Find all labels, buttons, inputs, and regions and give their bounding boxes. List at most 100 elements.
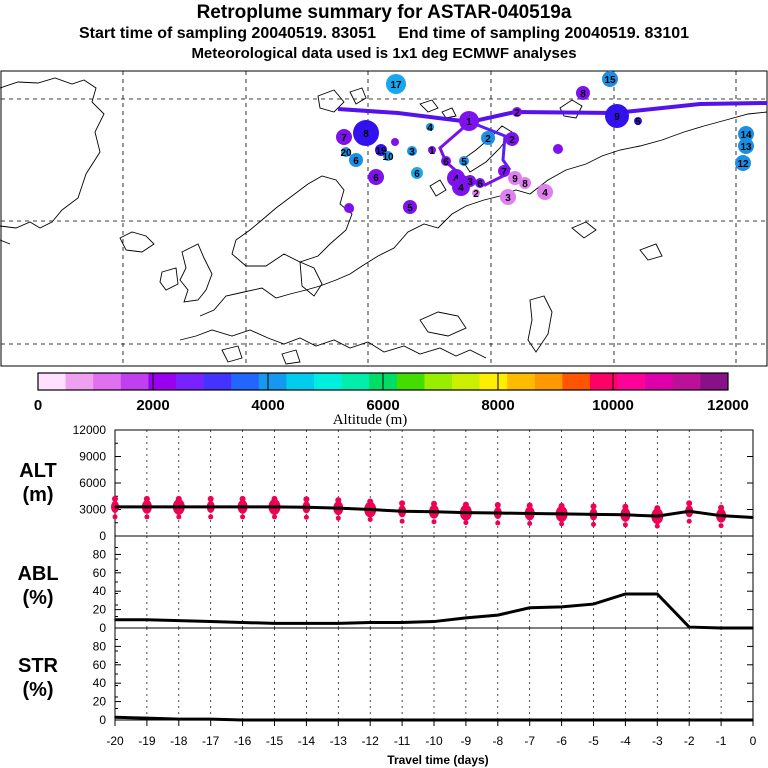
altitude-spread-marker xyxy=(272,514,277,520)
colorbar-tick-label: 8000 xyxy=(481,397,514,414)
altitude-spread-marker xyxy=(335,497,342,504)
altitude-colorbar: 0 2000 4000 6000 8000 10000 12000 Altitude (m) xyxy=(34,372,749,428)
y-tick-label: 6000 xyxy=(79,476,106,490)
colorbar-swatch xyxy=(562,373,591,390)
data-point xyxy=(241,621,244,624)
data-point xyxy=(401,510,403,513)
data-point xyxy=(146,717,148,719)
data-point xyxy=(688,626,690,628)
plume-marker-label: 1 xyxy=(466,117,472,128)
data-point xyxy=(624,593,627,595)
plume-marker-label: 5 xyxy=(461,157,467,168)
altitude-spread-marker xyxy=(335,515,341,521)
y-tick-label: 0 xyxy=(99,713,106,727)
plume-marker-label: 6 xyxy=(443,157,449,168)
plume-marker-label: 8 xyxy=(363,129,369,140)
data-point xyxy=(114,716,116,719)
plume-marker-label: 17 xyxy=(390,80,402,91)
colorbar-swatch xyxy=(672,373,701,390)
y-tick-label: 40 xyxy=(93,584,107,598)
data-point xyxy=(465,617,467,619)
y-tick-label: 3000 xyxy=(79,503,106,517)
plume-marker xyxy=(576,86,590,100)
plume-marker-label: 19 xyxy=(375,146,387,157)
colorbar-swatch xyxy=(645,373,674,390)
plume-marker xyxy=(634,117,642,125)
altitude-spread-marker xyxy=(559,521,565,527)
altitude-spread-marker xyxy=(718,504,725,511)
plume-marker xyxy=(383,151,393,161)
data-point xyxy=(241,506,244,508)
data-point xyxy=(528,606,531,609)
plume-marker xyxy=(349,153,363,167)
altitude-spread-marker xyxy=(495,520,501,526)
altitude-spread-marker xyxy=(431,500,437,507)
x-tick-label: -1 xyxy=(716,734,727,748)
colorbar-swatch xyxy=(507,373,536,390)
data-point xyxy=(305,622,308,625)
met-data-label: Meteorological data used is 1x1 deg ECMW… xyxy=(191,45,577,62)
plume-marker-label: 6 xyxy=(353,156,359,167)
plume-marker-label: 10 xyxy=(382,152,394,163)
plume-marker-label: 6 xyxy=(477,179,483,190)
altitude-spread-marker xyxy=(144,514,150,520)
x-tick-label: -3 xyxy=(652,734,663,748)
panel-abl: 0 20 40 60 80 ABL(%) xyxy=(17,535,754,635)
altitude-spread-marker xyxy=(590,503,597,510)
altitude-spread-marker xyxy=(303,496,310,503)
plume-marker-label: 14 xyxy=(740,130,752,141)
axis-label-abl: ABL xyxy=(17,563,58,585)
x-tick-label: -20 xyxy=(106,734,124,748)
data-point xyxy=(305,506,308,509)
colorbar-swatch xyxy=(341,373,370,390)
plume-marker xyxy=(735,155,751,171)
plume-marker xyxy=(505,132,519,146)
plume-marker xyxy=(475,178,485,188)
altitude-spread-marker xyxy=(240,514,246,520)
altitude-spread-marker xyxy=(175,495,182,502)
plume-marker-label: 20 xyxy=(340,148,352,159)
plume-marker-label: 2 xyxy=(509,135,515,146)
y-tick-label: 80 xyxy=(93,547,107,561)
x-tick-label: -13 xyxy=(330,734,348,748)
plume-marker xyxy=(426,123,434,131)
x-tick-label: -2 xyxy=(684,734,695,748)
plume-marker xyxy=(519,177,531,189)
plume-marker xyxy=(346,205,354,213)
plume-marker xyxy=(459,156,469,166)
plume-marker-label: 8 xyxy=(580,89,586,100)
plume-marker-label: 9 xyxy=(614,112,620,123)
sampling-time-label: Start time of sampling 20040519. 83051 E… xyxy=(0,25,768,43)
plume-marker-label: 8 xyxy=(522,179,528,190)
y-tick-label: 40 xyxy=(93,676,107,690)
axis-unit-alt: (m) xyxy=(22,484,53,506)
colorbar-tick-label: 0 xyxy=(34,397,42,414)
colorbar-swatch xyxy=(424,373,453,390)
colorbar-swatch xyxy=(314,373,342,390)
x-tick-label: -19 xyxy=(138,734,156,748)
plume-marker xyxy=(353,120,379,146)
data-point xyxy=(720,514,722,517)
colorbar-axis-label: Altitude (m) xyxy=(333,412,408,428)
data-point xyxy=(560,606,563,608)
data-point xyxy=(401,621,403,624)
x-tick-label: -14 xyxy=(298,734,316,748)
data-point xyxy=(369,621,372,624)
plume-marker-label: 4 xyxy=(542,188,548,199)
data-point xyxy=(114,506,116,508)
altitude-spread-marker xyxy=(686,518,692,524)
colorbar-tick-label: 10000 xyxy=(592,397,634,414)
plume-marker xyxy=(459,111,479,131)
data-point xyxy=(273,506,276,508)
colorbar-tick-label: 12000 xyxy=(707,397,749,414)
data-point xyxy=(656,515,659,517)
x-tick-label: -16 xyxy=(234,734,252,748)
x-tick-label: -11 xyxy=(394,734,411,748)
plume-marker xyxy=(553,144,563,154)
x-tick-label: -4 xyxy=(620,734,631,748)
x-tick-label: -8 xyxy=(492,734,503,748)
map-frame xyxy=(0,70,768,367)
plume-marker xyxy=(407,146,417,156)
altitude-spread-marker xyxy=(527,520,533,526)
